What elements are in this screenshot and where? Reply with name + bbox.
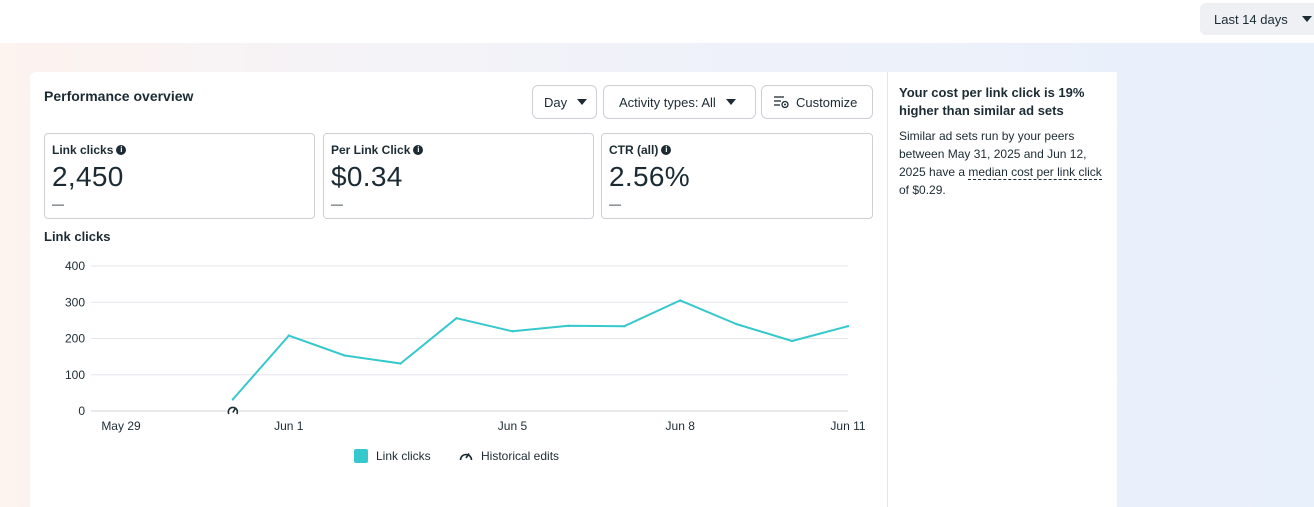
info-icon[interactable]: i (116, 145, 127, 155)
metric-label: Link clicks (52, 143, 114, 157)
top-bar: Last 14 days (0, 0, 1314, 43)
data-point (399, 362, 402, 365)
x-tick-label: May 29 (101, 419, 141, 433)
insight-title: Your cost per link click is 19% higher t… (899, 85, 1085, 118)
x-tick-label: Jun 11 (830, 419, 865, 433)
insight-body-tail: of $0.29. (899, 183, 946, 197)
legend-label: Link clicks (376, 449, 431, 463)
y-tick-label: 200 (65, 332, 85, 346)
legend-item-link-clicks[interactable]: Link clicks (354, 449, 431, 463)
series-line-link-clicks (232, 299, 849, 401)
caret-down-icon (725, 99, 736, 105)
data-point (790, 339, 794, 343)
data-point (734, 322, 738, 326)
customize-columns-icon (774, 96, 789, 109)
card-title: Performance overview (44, 88, 194, 104)
metric-link-clicks[interactable]: Link clicks i 2,450 — (44, 133, 315, 219)
date-range-label: Last 14 days (1214, 11, 1288, 27)
metric-label-wrap: Link clicks i (52, 143, 127, 157)
metric-label: Per Link Click (331, 143, 411, 157)
metric-delta: — (609, 197, 621, 211)
insight-panel: Your cost per link click is 19% higher t… (887, 72, 1117, 507)
legend-item-historical-edits[interactable]: Historical edits (458, 449, 559, 463)
x-tick-label: Jun 1 (274, 419, 304, 433)
insight-body-text: Similar ad sets run by your peers betwee… (899, 129, 1087, 179)
legend-swatch (354, 449, 368, 463)
y-tick-label: 100 (65, 368, 85, 382)
activity-types-dropdown[interactable]: Activity types: All (603, 85, 756, 119)
metric-value: 2,450 (52, 161, 124, 192)
info-icon[interactable]: i (661, 145, 672, 155)
link-clicks-chart: 0 100 200 300 400 May 29 Jun 1 Jun 5 Jun 8 Jun 11 (65, 259, 866, 433)
x-tick-label: Jun 8 (666, 419, 696, 433)
data-point (623, 324, 626, 328)
metric-value: 2.56% (609, 161, 690, 192)
customize-button[interactable]: Customize (761, 85, 873, 119)
x-tick-label: Jun 5 (498, 419, 528, 433)
granularity-dropdown[interactable]: Day (532, 85, 597, 119)
date-range-dropdown[interactable]: Last 14 days (1200, 3, 1314, 35)
chart-title: Link clicks (44, 229, 111, 244)
historical-edit-icon (459, 453, 473, 461)
customize-label: Customize (796, 94, 858, 110)
caret-down-icon (1302, 16, 1312, 22)
activity-types-label: Activity types: All (619, 94, 716, 110)
metric-label: CTR (all) (609, 143, 659, 157)
y-tick-label: 400 (65, 259, 85, 273)
metric-ctr-all[interactable]: CTR (all) i 2.56% — (601, 133, 873, 219)
caret-down-icon (577, 99, 588, 105)
insight-body: Similar ad sets run by your peers betwee… (899, 127, 1109, 199)
data-point (511, 330, 514, 333)
data-point (567, 324, 570, 328)
data-point (846, 324, 850, 328)
info-icon[interactable]: i (413, 145, 424, 155)
metric-delta: — (52, 197, 64, 211)
y-tick-label: 300 (65, 295, 85, 309)
metric-value: $0.34 (331, 161, 403, 192)
data-point (343, 354, 346, 357)
performance-overview-card: Performance overview Day Activity types:… (30, 72, 887, 507)
granularity-label: Day (544, 94, 568, 110)
legend-label: Historical edits (481, 449, 560, 463)
data-point (679, 299, 682, 302)
metric-label-wrap: Per Link Click i (331, 143, 424, 157)
data-point (287, 334, 290, 337)
metric-label-wrap: CTR (all) i (609, 143, 672, 157)
median-cost-link[interactable]: median cost per link click (968, 165, 1102, 180)
historical-edit-marker-icon[interactable] (226, 405, 239, 417)
metric-delta: — (331, 197, 343, 211)
y-tick-label: 0 (78, 404, 85, 418)
metric-per-link-click[interactable]: Per Link Click i $0.34 — (323, 133, 594, 219)
data-point (455, 317, 458, 320)
data-point (231, 398, 235, 401)
